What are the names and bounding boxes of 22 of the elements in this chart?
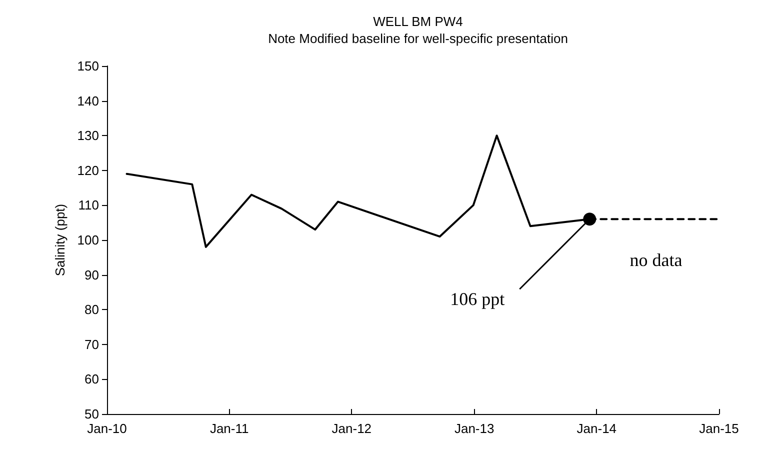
x-tick-label: Jan-13: [454, 421, 494, 436]
y-tick-label: 90: [84, 267, 99, 282]
y-tick-label: 110: [78, 198, 99, 213]
y-tick-label: 70: [84, 336, 99, 352]
y-tick-label: 120: [77, 162, 99, 178]
x-tick-label: Jan-14: [576, 421, 617, 436]
x-tick-label: Jan-10: [87, 421, 127, 436]
y-tick-label: 60: [84, 372, 99, 387]
annotation: no data: [630, 250, 682, 270]
y-tick-label: 140: [77, 93, 99, 108]
y-tick-label: 150: [77, 58, 99, 74]
y-axis-title: Salinity (ppt): [52, 204, 68, 276]
x-tick-label: Jan-15: [699, 421, 739, 436]
y-tick-label: 130: [77, 128, 99, 144]
y-tick-label: 80: [84, 302, 99, 318]
x-tick-label: Jan-11: [210, 421, 249, 436]
y-tick-label: 50: [84, 406, 99, 422]
x-tick-label: Jan-12: [332, 421, 372, 436]
chart-title: WELL BM PW4: [373, 14, 463, 29]
y-tick-label: 100: [77, 232, 99, 248]
chart-subtitle: Note Modified baseline for well-specific presentation: [268, 31, 568, 46]
annotation: 106 ppt: [450, 289, 505, 310]
